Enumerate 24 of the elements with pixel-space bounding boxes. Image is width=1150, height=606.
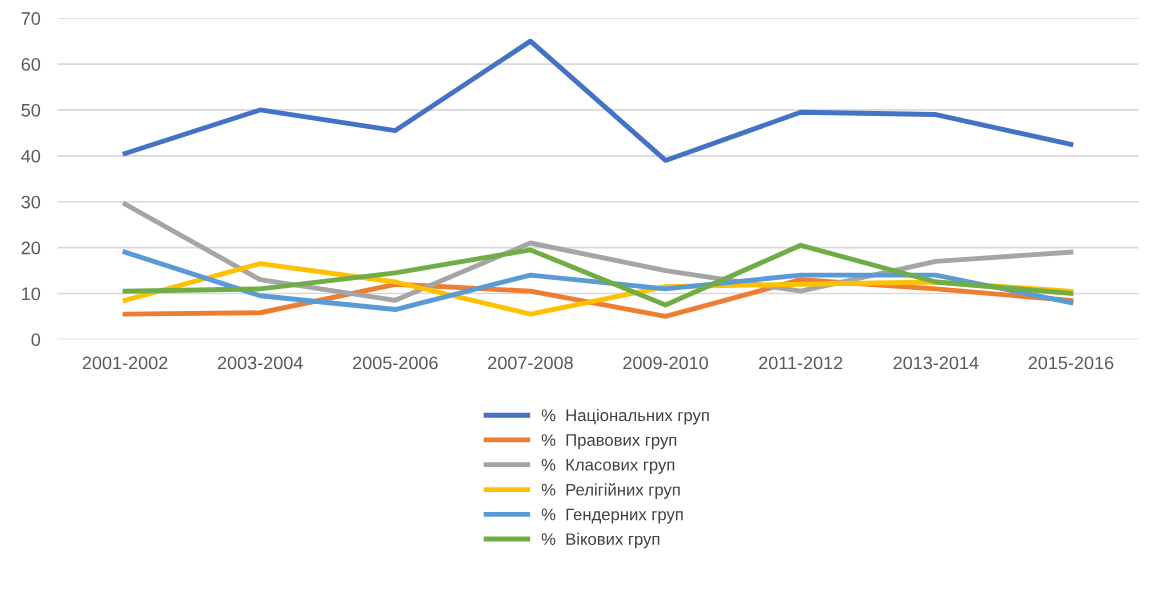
line-series — [122, 242, 1074, 308]
y-tick-label: 30 — [21, 195, 41, 209]
y-tick-label: 50 — [21, 103, 41, 117]
x-tick-label: 2015-2016 — [1028, 356, 1114, 370]
x-tick-label: 2003-2004 — [217, 356, 303, 370]
y-tick-label: 0 — [31, 333, 41, 347]
line-series — [122, 38, 1074, 163]
y-tick-label: 60 — [21, 58, 41, 71]
x-tick-label: 2005-2006 — [353, 356, 438, 370]
legend-label: % Класових груп — [541, 458, 675, 474]
x-tick-label: 2011-2012 — [759, 356, 843, 370]
legend-label: % Національних груп — [541, 408, 709, 425]
x-tick-label: 2007-2008 — [488, 356, 573, 370]
y-tick-label: 10 — [22, 287, 41, 301]
y-tick-label: 40 — [21, 149, 41, 163]
legend-label: % Гендерних груп — [541, 508, 683, 524]
x-tick-label: 2013-2014 — [893, 356, 979, 370]
y-tick-label: 20 — [21, 241, 41, 255]
x-tick-label: 2001-2002 — [82, 356, 168, 370]
y-tick-label: 70 — [21, 12, 41, 25]
x-tick-label: 2009-2010 — [623, 356, 709, 370]
legend-label: % Вікових груп — [541, 532, 660, 549]
legend-label: % Правових груп — [541, 434, 677, 450]
legend-label: % Релігійних груп — [541, 483, 680, 499]
